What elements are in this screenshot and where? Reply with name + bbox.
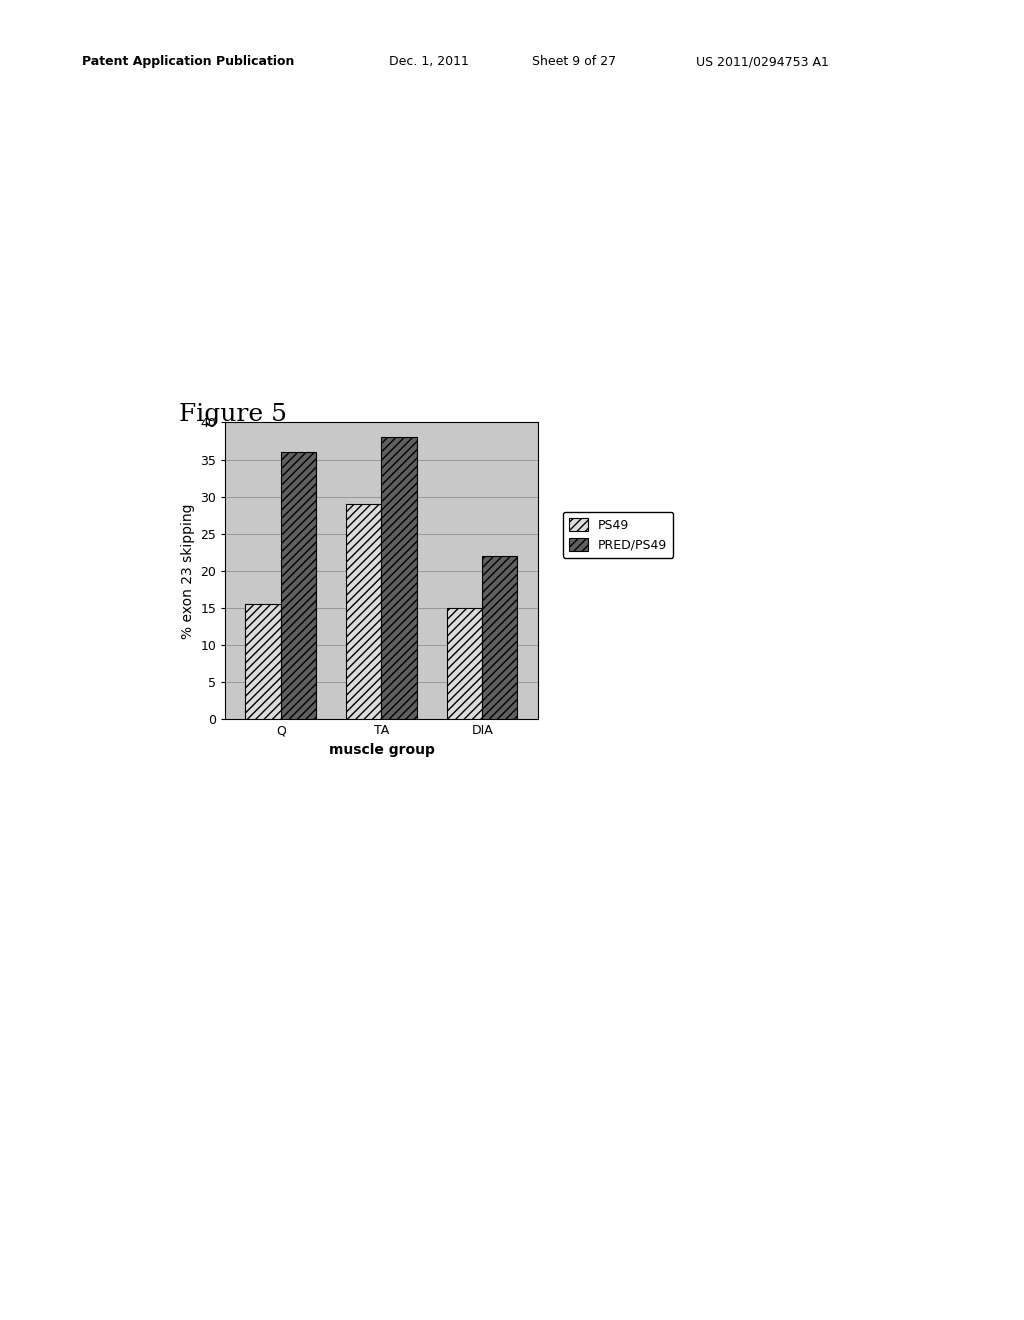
Y-axis label: % exon 23 skipping: % exon 23 skipping [181, 503, 195, 639]
Text: Patent Application Publication: Patent Application Publication [82, 55, 294, 69]
Text: Dec. 1, 2011: Dec. 1, 2011 [389, 55, 469, 69]
Bar [281, 451, 316, 719]
Bar [482, 556, 517, 719]
Bar [246, 605, 281, 719]
Text: US 2011/0294753 A1: US 2011/0294753 A1 [696, 55, 829, 69]
Bar [382, 437, 417, 719]
X-axis label: muscle group: muscle group [329, 743, 434, 756]
Legend: PS49, PRED/PS49: PS49, PRED/PS49 [562, 512, 673, 558]
Text: Sheet 9 of 27: Sheet 9 of 27 [532, 55, 616, 69]
Bar [446, 609, 482, 719]
Text: Figure 5: Figure 5 [179, 403, 287, 425]
Bar [346, 504, 382, 719]
